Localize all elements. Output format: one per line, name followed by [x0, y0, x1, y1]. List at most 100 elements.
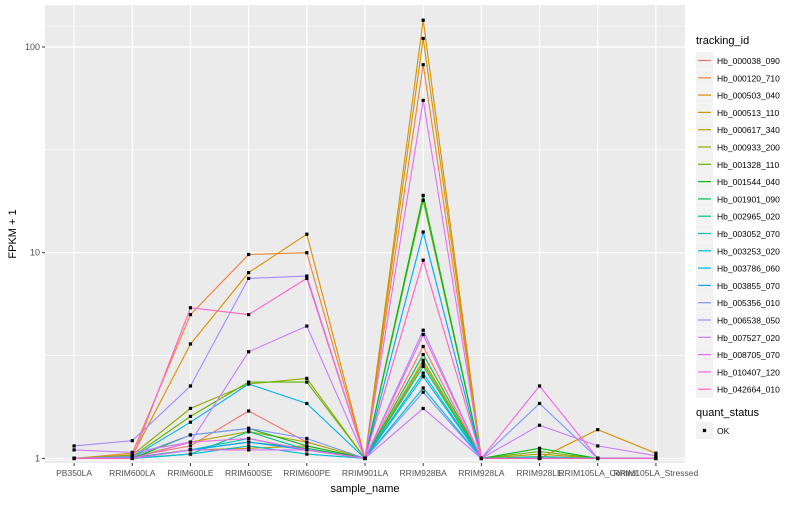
legend2-item: OK [696, 422, 730, 439]
data-point [305, 274, 309, 278]
legend-item: Hb_003855_070 [696, 276, 780, 294]
legend-item: Hb_005356_010 [696, 294, 780, 312]
series-points [72, 18, 658, 461]
legend-item: Hb_000513_110 [696, 103, 780, 121]
x-tick-label: RRIM928LA [458, 468, 505, 478]
legend-item: Hb_003052_070 [696, 225, 780, 242]
data-point [188, 452, 193, 456]
data-point [72, 448, 76, 452]
legend-label: Hb_001544_040 [717, 177, 780, 187]
data-point [188, 440, 193, 444]
legend-item: Hb_006538_050 [696, 311, 780, 329]
data-point [537, 449, 542, 454]
data-point [247, 313, 251, 317]
x-tick-label: PB350LA [56, 468, 92, 478]
legend-label: Hb_000120_710 [717, 73, 780, 83]
data-point [421, 364, 425, 369]
data-point [421, 371, 425, 375]
x-tick-label: RRIM928BA [400, 468, 448, 478]
data-point [537, 452, 542, 456]
x-tick-label: RRIM600PE [283, 468, 331, 478]
y-axis-title: FPKM + 1 [7, 209, 19, 258]
data-point [421, 193, 425, 197]
data-point [188, 384, 193, 388]
legend-label: Hb_000617_340 [717, 125, 780, 135]
data-point [421, 358, 425, 362]
data-point [305, 251, 309, 255]
data-point [247, 436, 251, 441]
legend-item: Hb_001544_040 [696, 173, 780, 191]
legend-item: Hb_042664_010 [696, 380, 780, 398]
data-point [537, 423, 542, 427]
data-point [596, 444, 600, 448]
data-point [305, 376, 309, 380]
y-tick-label: 1 [35, 453, 40, 463]
legend-label: Hb_010407_120 [717, 367, 780, 377]
legend2-key-point [702, 428, 707, 433]
legend-item: Hb_001328_110 [696, 155, 780, 173]
legend-label: Hb_001901_090 [717, 194, 780, 204]
data-point [247, 430, 251, 434]
data-point [305, 401, 309, 406]
legend-item: Hb_000120_710 [696, 69, 780, 87]
data-point [363, 456, 367, 461]
data-point [130, 439, 134, 443]
data-point [305, 276, 309, 281]
data-point [421, 63, 425, 67]
data-point [72, 456, 76, 461]
data-point [247, 444, 251, 448]
legend-label: Hb_000933_200 [717, 143, 780, 153]
data-point [188, 420, 193, 424]
data-point [537, 455, 542, 459]
data-point [596, 428, 600, 432]
data-point [130, 450, 134, 454]
legend2-items: OK [696, 422, 730, 439]
x-tick-label: RRIM600LE [167, 468, 214, 478]
data-point [421, 344, 425, 349]
y-tick-label: 10 [30, 248, 40, 258]
legend-label: Hb_000038_090 [717, 56, 780, 66]
data-point [305, 324, 309, 328]
legend-item: Hb_003786_060 [696, 259, 780, 277]
legend-label: Hb_001328_110 [717, 160, 780, 170]
data-point [421, 98, 425, 103]
data-point [421, 198, 425, 202]
data-point [421, 230, 425, 234]
legend2-label: OK [717, 426, 730, 436]
data-point [247, 380, 251, 384]
legend-item: Hb_000503_040 [696, 86, 780, 104]
legend-label: Hb_003253_020 [717, 246, 780, 256]
data-point [188, 342, 193, 346]
data-point [188, 444, 193, 448]
data-point [421, 361, 425, 365]
data-point [305, 446, 309, 450]
x-tick-label: RRIM600SE [225, 468, 273, 478]
legend-item: Hb_000933_200 [696, 138, 780, 156]
data-point [421, 352, 425, 357]
legend-label: Hb_003855_070 [717, 281, 780, 291]
legend-item: Hb_002965_020 [696, 207, 780, 225]
legend2-title: quant_status [696, 407, 759, 419]
legend-item: Hb_007527_020 [696, 328, 780, 346]
legend-item: Hb_010407_120 [696, 363, 780, 381]
data-point [421, 18, 425, 22]
data-point [188, 414, 193, 419]
data-point [654, 451, 658, 455]
legend-items: Hb_000038_090 Hb_000120_710 Hb_000503_040 H… [696, 52, 780, 398]
data-point [537, 456, 542, 461]
data-point [188, 406, 193, 411]
legend-item: Hb_000617_340 [696, 121, 780, 139]
legend-label: Hb_003786_060 [717, 264, 780, 274]
x-tick-label: RRIM105LA_Stressed [614, 468, 699, 478]
data-point [537, 384, 542, 388]
data-point [421, 386, 425, 390]
x-tick-label: RRIM105LA_Control [559, 468, 638, 478]
x-axis: PB350LA RRIM600LA RRIM600LE RRIM600SE RRIM60… [56, 463, 698, 478]
data-point [305, 448, 309, 452]
x-tick-label: RRIM600LA [109, 468, 156, 478]
data-point [188, 313, 193, 317]
data-point [479, 456, 483, 461]
legend-label: Hb_007527_020 [717, 333, 780, 343]
